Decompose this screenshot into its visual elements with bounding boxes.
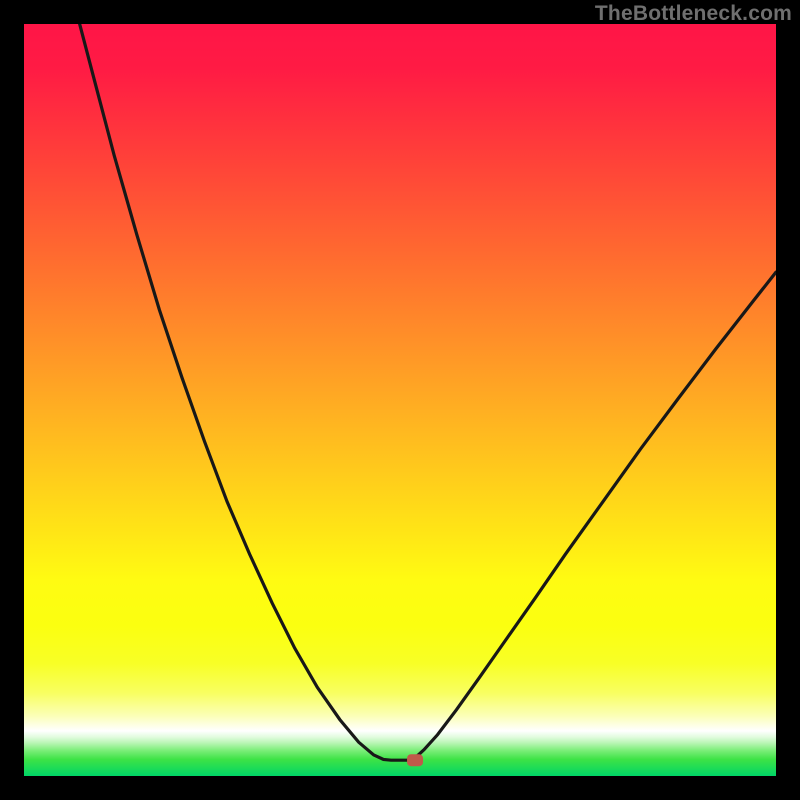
- optimum-marker: [407, 754, 423, 766]
- watermark-text: TheBottleneck.com: [595, 2, 792, 26]
- chart-outer: TheBottleneck.com: [0, 0, 800, 800]
- plot-svg: [24, 24, 776, 776]
- plot-area: [24, 24, 776, 776]
- gradient-rect: [24, 24, 776, 776]
